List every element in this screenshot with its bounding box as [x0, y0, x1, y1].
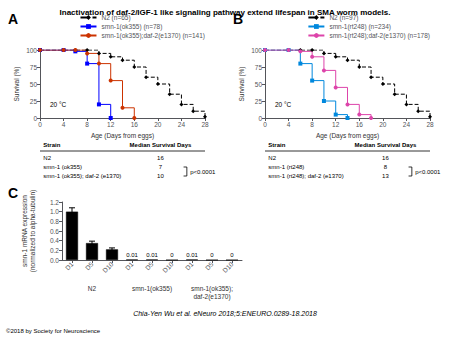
svg-text:50: 50 — [255, 81, 263, 88]
svg-text:D5: D5 — [144, 260, 155, 271]
svg-text:28: 28 — [201, 121, 209, 128]
svg-text:20: 20 — [379, 121, 387, 128]
svg-text:0.2: 0.2 — [50, 247, 59, 254]
svg-text:smn-1(ok355) (n=78): smn-1(ok355) (n=78) — [101, 23, 162, 31]
svg-text:A: A — [8, 11, 18, 27]
svg-text:4: 4 — [287, 121, 291, 128]
svg-text:smn-1(ok355): smn-1(ok355) — [132, 285, 172, 293]
svg-text:smn-1 mRNA expression: smn-1 mRNA expression — [21, 195, 29, 267]
svg-text:Survival (%): Survival (%) — [238, 66, 246, 101]
svg-text:B: B — [233, 11, 244, 27]
svg-text:Survival (%): Survival (%) — [13, 66, 21, 101]
svg-text:4: 4 — [62, 121, 66, 128]
svg-text:75: 75 — [255, 64, 263, 71]
svg-text:0.8: 0.8 — [50, 218, 59, 225]
svg-text:smn-1 (rt248): smn-1 (rt248) — [268, 164, 304, 170]
svg-text:Strain: Strain — [268, 142, 285, 148]
svg-text:0.4: 0.4 — [50, 237, 59, 244]
svg-text:75: 75 — [30, 64, 38, 71]
svg-text:25: 25 — [255, 98, 263, 105]
svg-text:0: 0 — [170, 252, 174, 258]
svg-text:smn-1 (ok355): smn-1 (ok355) — [43, 164, 82, 170]
svg-text:0: 0 — [210, 252, 214, 258]
svg-text:D1: D1 — [184, 260, 195, 271]
svg-text:0.0: 0.0 — [50, 257, 59, 264]
svg-text:D1: D1 — [124, 260, 135, 271]
svg-text:(normalized to alpha-tubulin): (normalized to alpha-tubulin) — [29, 190, 37, 272]
svg-text:12: 12 — [332, 121, 340, 128]
svg-text:Median Survival Days: Median Survival Days — [355, 142, 417, 148]
svg-text:smn-1(ok355);daf-2(e1370) (n=1: smn-1(ok355);daf-2(e1370) (n=141) — [101, 32, 205, 40]
svg-text:100: 100 — [26, 47, 37, 54]
svg-text:20 °C: 20 °C — [50, 101, 67, 108]
svg-text:8: 8 — [310, 121, 314, 128]
svg-text:10: 10 — [157, 173, 164, 179]
svg-text:24: 24 — [178, 121, 186, 128]
svg-text:N2 (n=97): N2 (n=97) — [329, 14, 359, 21]
svg-text:Age (Days from eggs): Age (Days from eggs) — [91, 132, 154, 140]
svg-text:D5: D5 — [84, 260, 95, 271]
svg-text:0: 0 — [38, 121, 42, 128]
svg-text:16: 16 — [131, 121, 139, 128]
svg-text:16: 16 — [356, 121, 364, 128]
svg-text:N2 (n=65): N2 (n=65) — [101, 14, 131, 21]
svg-text:13: 13 — [382, 173, 389, 179]
svg-text:100: 100 — [251, 47, 262, 54]
svg-text:20: 20 — [154, 121, 162, 128]
svg-text:N2: N2 — [268, 155, 276, 161]
svg-text:0: 0 — [258, 115, 262, 122]
svg-text:0.01: 0.01 — [186, 252, 198, 258]
svg-text:N2: N2 — [43, 155, 51, 161]
svg-text:24: 24 — [403, 121, 411, 128]
svg-text:0.01: 0.01 — [146, 252, 158, 258]
svg-text:p<0.0001: p<0.0001 — [190, 169, 216, 175]
svg-text:20 °C: 20 °C — [275, 101, 292, 108]
svg-text:D10: D10 — [101, 260, 115, 274]
svg-text:16: 16 — [157, 155, 164, 161]
svg-text:7: 7 — [159, 164, 163, 170]
svg-text:0: 0 — [263, 121, 267, 128]
svg-text:smn-1 (rt248); daf-2 (e1370): smn-1 (rt248); daf-2 (e1370) — [268, 173, 343, 179]
svg-text:smn-1(ok355);: smn-1(ok355); — [191, 285, 233, 293]
svg-text:12: 12 — [107, 121, 115, 128]
svg-text:16: 16 — [382, 155, 389, 161]
svg-text:0.6: 0.6 — [50, 228, 59, 235]
svg-text:C: C — [8, 185, 18, 201]
svg-text:Inactivation of daf-2/IGF-1 li: Inactivation of daf-2/IGF-1 like signali… — [60, 8, 391, 17]
svg-text:8: 8 — [85, 121, 89, 128]
svg-text:28: 28 — [426, 121, 434, 128]
svg-text:©2018 by Society for Neuroscie: ©2018 by Society for Neuroscience — [6, 328, 101, 334]
svg-text:smn-1 (ok355); daf-2 (e1370): smn-1 (ok355); daf-2 (e1370) — [43, 173, 121, 179]
svg-text:D5: D5 — [204, 260, 215, 271]
svg-text:0: 0 — [33, 115, 37, 122]
svg-text:D10: D10 — [161, 260, 175, 274]
svg-text:p<0.0001: p<0.0001 — [415, 169, 441, 175]
svg-text:daf-2(e1370): daf-2(e1370) — [193, 293, 230, 301]
svg-text:Age (Days from eggs): Age (Days from eggs) — [316, 132, 379, 140]
svg-text:8: 8 — [384, 164, 388, 170]
svg-text:Chia-Yen Wu et al. eNeuro 2018: Chia-Yen Wu et al. eNeuro 2018;5:ENEURO.… — [133, 310, 317, 317]
svg-text:smn-1(rt248);daf-2(e1370) (n=1: smn-1(rt248);daf-2(e1370) (n=178) — [329, 32, 430, 40]
svg-text:0: 0 — [230, 252, 234, 258]
svg-text:Median Survival Days: Median Survival Days — [130, 142, 192, 148]
svg-text:D10: D10 — [221, 260, 235, 274]
svg-text:50: 50 — [30, 81, 38, 88]
svg-text:1.2: 1.2 — [50, 199, 59, 206]
svg-text:0.01: 0.01 — [126, 252, 138, 258]
svg-text:1.0: 1.0 — [50, 208, 59, 215]
svg-text:D1: D1 — [64, 260, 75, 271]
svg-text:smn-1(rt248) (n=234): smn-1(rt248) (n=234) — [329, 23, 391, 31]
svg-text:25: 25 — [30, 98, 38, 105]
svg-text:Strain: Strain — [43, 142, 60, 148]
svg-text:N2: N2 — [88, 285, 97, 292]
